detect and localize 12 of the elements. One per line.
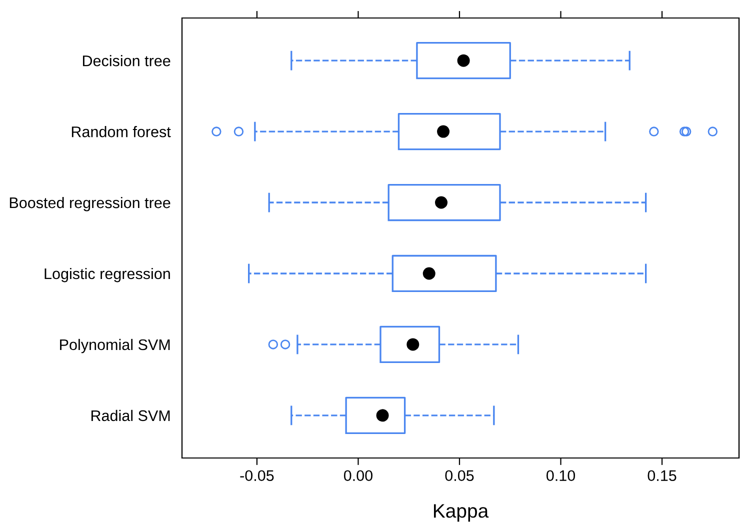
x-tick-label: 0.00 bbox=[344, 470, 372, 482]
x-tick-label: 0.10 bbox=[546, 470, 576, 482]
x-axis-title: Kappa bbox=[434, 504, 489, 522]
x-tick-label: -0.05 bbox=[240, 470, 274, 482]
x-tick-label: 0.15 bbox=[648, 470, 676, 482]
y-tick-label: Polynomial SVM bbox=[60, 338, 170, 354]
y-tick-label: Radial SVM bbox=[91, 410, 170, 422]
y-tick-label: Boosted regression tree bbox=[10, 196, 170, 212]
y-tick-label: Decision tree bbox=[82, 55, 170, 66]
y-tick-label: Random forest bbox=[72, 126, 171, 138]
y-tick-label: Logistic regression bbox=[44, 268, 170, 282]
x-tick-label: 0.05 bbox=[445, 470, 474, 482]
